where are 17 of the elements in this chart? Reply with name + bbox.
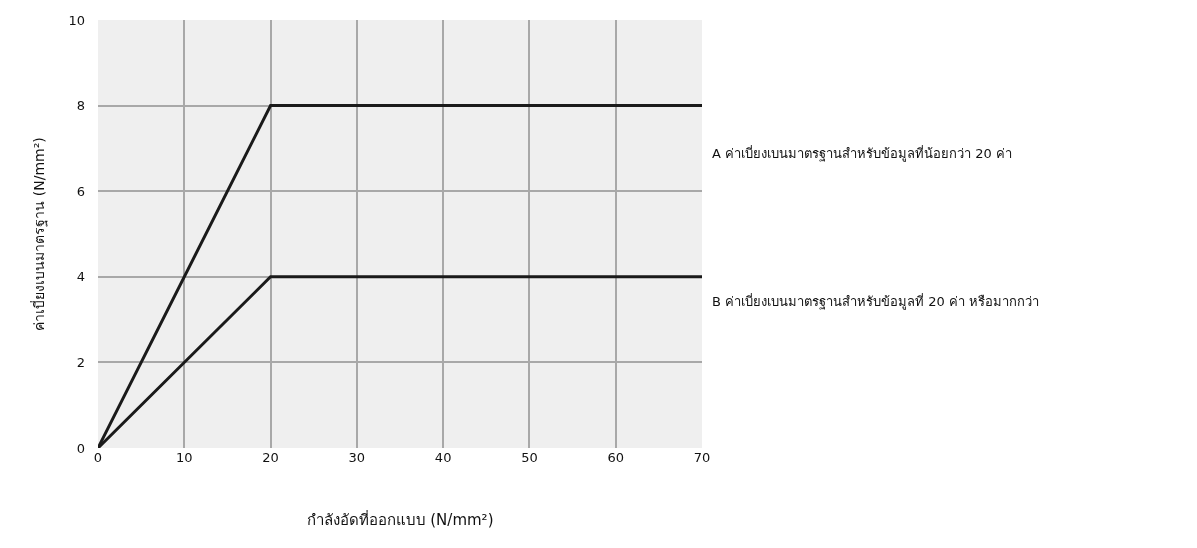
x-tick-label: 20 bbox=[262, 450, 279, 465]
x-axis-title: กำลังอัดที่ออกแบบ (N/mm²) bbox=[306, 509, 494, 529]
x-tick-label: 0 bbox=[93, 450, 103, 465]
x-tick-label: 30 bbox=[348, 450, 366, 465]
y-tick-label: 10 bbox=[68, 12, 85, 28]
x-tick-label: 50 bbox=[521, 450, 538, 465]
y-tick-label: 6 bbox=[76, 183, 85, 199]
y-tick-label: 2 bbox=[76, 354, 85, 370]
x-tick-label: 70 bbox=[693, 450, 711, 465]
text: A ค่าเบี่ยงเบนมาตรฐานสำหรับข้อมูลที่น้อยกว่า 20 ค่า bbox=[712, 145, 1012, 162]
x-tick-label: 10 bbox=[176, 450, 193, 465]
y-tick-label: 4 bbox=[76, 269, 85, 285]
series-label: B ค่าเบี่ยงเบนมาตรฐานสำหรับข้อมูลที่ 20 ค่า หรือมากกว่า bbox=[712, 293, 1039, 310]
y-tick-label: 8 bbox=[76, 98, 85, 114]
x-tick-label: 40 bbox=[434, 450, 452, 465]
y-axis-title: ค่าเบี่ยงเบนมาตรฐาน (N/mm²) bbox=[30, 137, 49, 331]
x-tick-label: 60 bbox=[607, 450, 624, 465]
